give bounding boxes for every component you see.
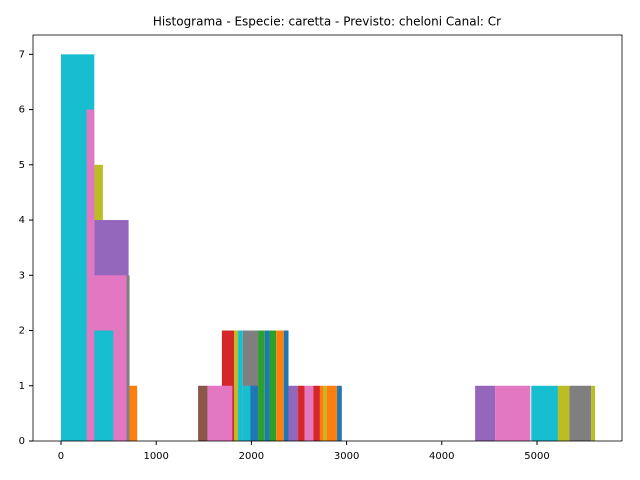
y-tick-label: 1 xyxy=(19,381,25,392)
x-tick-label: 0 xyxy=(58,451,64,462)
histogram-bar xyxy=(569,385,592,441)
y-tick-label: 3 xyxy=(19,270,25,281)
histogram-bar xyxy=(198,385,208,441)
histogram-bar xyxy=(264,330,270,441)
histogram-bar xyxy=(531,385,558,441)
y-tick-label: 0 xyxy=(19,436,25,447)
x-tick-label: 4000 xyxy=(429,451,454,462)
histogram-bar xyxy=(283,330,289,441)
histogram-bar xyxy=(129,385,138,441)
y-tick-label: 7 xyxy=(19,49,25,60)
histogram-bar xyxy=(475,385,496,441)
histogram-bar xyxy=(258,330,265,441)
histogram-bar xyxy=(591,385,596,441)
x-tick-label: 3000 xyxy=(334,451,359,462)
x-tick-label: 1000 xyxy=(143,451,168,462)
y-tick-label: 2 xyxy=(19,326,25,337)
histogram-bar xyxy=(242,385,251,441)
histogram-bar xyxy=(207,385,233,441)
y-tick-label: 5 xyxy=(19,160,25,171)
x-tick-label: 2000 xyxy=(239,451,264,462)
histogram-bar xyxy=(319,385,324,441)
histogram-bar xyxy=(323,385,327,441)
histogram-bar xyxy=(337,385,342,441)
histogram-bar xyxy=(238,330,243,441)
chart-title: Histograma - Especie: caretta - Previsto… xyxy=(153,15,501,29)
histogram-bar xyxy=(326,385,338,441)
histogram-bar xyxy=(250,385,259,441)
histogram-bar xyxy=(269,330,277,441)
histogram-bar xyxy=(495,385,531,441)
histogram-bar xyxy=(126,275,130,441)
histogram-bar xyxy=(94,330,114,441)
histogram-bar xyxy=(276,330,284,441)
histogram-bar xyxy=(234,330,239,441)
histogram-bar xyxy=(557,385,570,441)
histogram-bar xyxy=(86,109,95,442)
histogram-bar xyxy=(304,385,314,441)
histogram-bar xyxy=(313,385,320,441)
plot-frame xyxy=(32,34,623,442)
histogram-bar xyxy=(288,385,299,441)
x-tick-label: 5000 xyxy=(524,451,549,462)
y-tick-label: 4 xyxy=(19,215,25,226)
histogram-bar xyxy=(298,385,305,441)
y-tick-label: 6 xyxy=(19,105,25,116)
